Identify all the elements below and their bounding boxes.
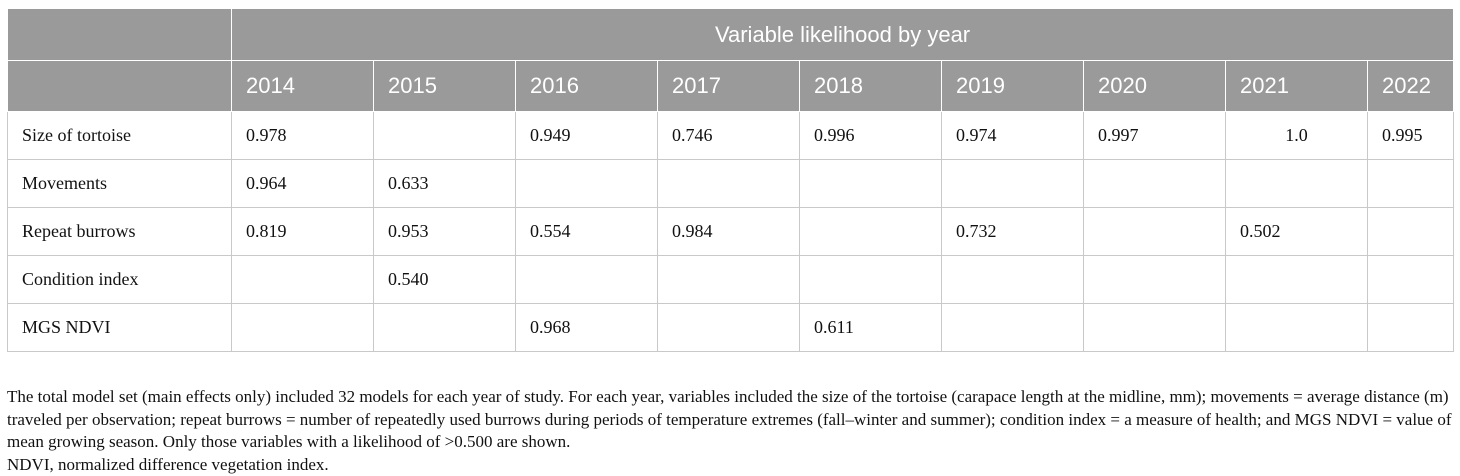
table-cell — [800, 208, 942, 256]
table-cell — [374, 304, 516, 352]
table-cell — [1368, 208, 1454, 256]
table-cell: 0.997 — [1084, 112, 1226, 160]
row-label: MGS NDVI — [8, 304, 232, 352]
table-cell — [1084, 208, 1226, 256]
table-cell — [800, 256, 942, 304]
row-label: Movements — [8, 160, 232, 208]
table-cell: 0.819 — [232, 208, 374, 256]
table-cell — [1084, 304, 1226, 352]
table-cell — [232, 256, 374, 304]
row-label: Repeat burrows — [8, 208, 232, 256]
table-cell — [1084, 256, 1226, 304]
header-corner-cell — [8, 61, 232, 112]
year-header: 2022 — [1368, 61, 1454, 112]
table-cell: 0.502 — [1226, 208, 1368, 256]
header-corner-cell — [8, 9, 232, 61]
table-cell: 0.611 — [800, 304, 942, 352]
table-cell — [1226, 256, 1368, 304]
table-cell: 0.996 — [800, 112, 942, 160]
header-row-group: Variable likelihood by year — [8, 9, 1454, 61]
table-cell: 0.978 — [232, 112, 374, 160]
table-cell — [516, 256, 658, 304]
table-footnotes: The total model set (main effects only) … — [7, 386, 1455, 476]
table-cell — [800, 160, 942, 208]
table-row: Condition index 0.540 — [8, 256, 1454, 304]
table-cell — [516, 160, 658, 208]
table-cell: 0.633 — [374, 160, 516, 208]
year-header: 2014 — [232, 61, 374, 112]
table-row: Size of tortoise 0.978 0.949 0.746 0.996… — [8, 112, 1454, 160]
table-cell — [942, 256, 1084, 304]
year-header: 2018 — [800, 61, 942, 112]
table-row: MGS NDVI 0.968 0.611 — [8, 304, 1454, 352]
table-cell — [1368, 160, 1454, 208]
table-cell — [658, 304, 800, 352]
table-row: Repeat burrows 0.819 0.953 0.554 0.984 0… — [8, 208, 1454, 256]
table-cell — [232, 304, 374, 352]
table-cell: 0.540 — [374, 256, 516, 304]
likelihood-table-container: Variable likelihood by year 2014 2015 20… — [7, 8, 1453, 352]
year-header: 2021 — [1226, 61, 1368, 112]
header-row-years: 2014 2015 2016 2017 2018 2019 2020 2021 … — [8, 61, 1454, 112]
table-cell — [1368, 256, 1454, 304]
footnote-abbreviation: NDVI, normalized difference vegetation i… — [7, 454, 1455, 476]
table-cell: 1.0 — [1226, 112, 1368, 160]
table-cell — [374, 112, 516, 160]
table-cell — [942, 304, 1084, 352]
table-cell: 0.995 — [1368, 112, 1454, 160]
year-header: 2017 — [658, 61, 800, 112]
group-header: Variable likelihood by year — [232, 9, 1454, 61]
table-cell — [1226, 160, 1368, 208]
table-cell — [658, 256, 800, 304]
table-cell — [942, 160, 1084, 208]
table-cell: 0.974 — [942, 112, 1084, 160]
table-cell: 0.984 — [658, 208, 800, 256]
table-cell: 0.554 — [516, 208, 658, 256]
row-label: Size of tortoise — [8, 112, 232, 160]
footnote-main: The total model set (main effects only) … — [7, 386, 1455, 454]
table-cell: 0.953 — [374, 208, 516, 256]
table-cell — [1226, 304, 1368, 352]
year-header: 2020 — [1084, 61, 1226, 112]
table-row: Movements 0.964 0.633 — [8, 160, 1454, 208]
year-header: 2015 — [374, 61, 516, 112]
table-cell: 0.746 — [658, 112, 800, 160]
likelihood-table: Variable likelihood by year 2014 2015 20… — [7, 8, 1454, 352]
table-cell: 0.732 — [942, 208, 1084, 256]
year-header: 2016 — [516, 61, 658, 112]
table-cell: 0.964 — [232, 160, 374, 208]
year-header: 2019 — [942, 61, 1084, 112]
table-cell: 0.949 — [516, 112, 658, 160]
table-cell: 0.968 — [516, 304, 658, 352]
table-cell — [1368, 304, 1454, 352]
row-label: Condition index — [8, 256, 232, 304]
table-cell — [658, 160, 800, 208]
table-cell — [1084, 160, 1226, 208]
